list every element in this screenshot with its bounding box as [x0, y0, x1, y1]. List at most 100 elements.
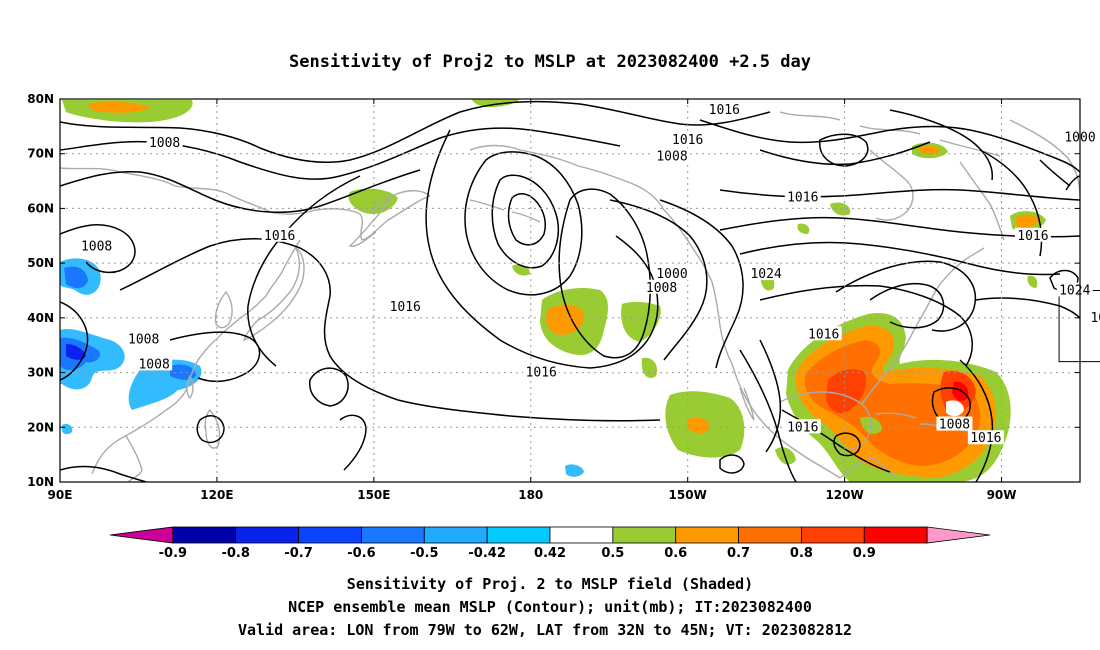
mslp-contour [719, 454, 745, 474]
colorbar-label: 0.42 [534, 546, 566, 561]
mslp-contour [739, 241, 1061, 276]
mslp-contour [959, 359, 994, 482]
colorbar-label: -0.9 [159, 546, 187, 561]
positive-sensitivity-region [546, 304, 585, 335]
japan-coastline [242, 245, 305, 342]
contour-label: 1016 [1017, 229, 1048, 244]
mslp-contours [60, 100, 1080, 482]
contour-label: 1016 [808, 327, 839, 342]
contour-label-background [136, 356, 173, 371]
positive-sensitivity-region [688, 417, 710, 434]
mslp-contour [833, 432, 861, 457]
footer-line-contour: NCEP ensemble mean MSLP (Contour); unit(… [288, 598, 812, 616]
colorbar-swatch [423, 526, 488, 544]
contour-label: 1016 [672, 133, 703, 148]
mslp-contour [759, 141, 931, 166]
mslp-contour [309, 367, 349, 407]
contour-label: 1000 [656, 267, 687, 282]
contour-label-background [523, 364, 560, 379]
positive-sensitivity-region [830, 202, 851, 216]
longitude-tick-label: 150E [357, 488, 390, 502]
colorbar-label: 0.5 [601, 546, 624, 561]
mslp-contour [558, 188, 651, 359]
mslp-contour [739, 349, 797, 482]
contour-label-background [967, 430, 1004, 445]
colorbar-swatch [486, 526, 551, 544]
baja-california [739, 387, 755, 421]
mslp-contour [759, 339, 782, 453]
contour-label: 1016 [970, 431, 1001, 446]
contour-label-background [784, 189, 821, 204]
korea-coastline [214, 290, 233, 329]
valid-area-box [1058, 290, 1100, 363]
positive-sensitivity-region [88, 101, 150, 113]
longitude-axis: 90E120E150E180150W120W90W60W [48, 99, 1017, 502]
contour-label-background [387, 298, 424, 313]
latitude-tick-label: 30N [27, 366, 54, 380]
mslp-contour [247, 175, 361, 367]
mslp-contour [464, 151, 583, 296]
colorbar-label: 0.7 [727, 546, 750, 561]
mslp-contour [819, 133, 869, 167]
contour-label: 1016 [264, 229, 295, 244]
contour-label-background [784, 419, 821, 434]
colorbar-label: -0.42 [468, 546, 505, 561]
contour-label-background [146, 134, 183, 149]
contour-label-background [1088, 309, 1100, 324]
contour-label: 1008 [939, 418, 970, 433]
colorbar-label: 0.8 [790, 546, 813, 561]
contour-label-background [1014, 227, 1051, 242]
colorbar-swatch [738, 526, 802, 544]
mslp-contour [719, 188, 1080, 201]
contour-label-background [936, 416, 973, 431]
latitude-tick-label: 10N [27, 475, 54, 489]
contour-label-background [643, 279, 680, 294]
coastlines [60, 111, 1080, 482]
positive-sensitivity-region [1016, 214, 1040, 228]
colorbar-swatch [612, 526, 677, 544]
positive-sensitivity-region [946, 400, 964, 417]
contour-label: 1016 [1090, 311, 1100, 326]
contour-label: 1008 [646, 281, 677, 296]
positive-sensitivity-region [348, 188, 398, 215]
indochina-coastline [91, 435, 143, 482]
mslp-contour [169, 331, 261, 383]
map-panel: 1008101610161008100010161008100810161016… [27, 92, 1100, 502]
philippines-coastline [204, 408, 221, 449]
mslp-contour [60, 169, 421, 213]
contour-label: 1016 [390, 300, 421, 315]
mslp-contour [781, 409, 891, 473]
footer-line-shaded: Sensitivity of Proj. 2 to MSLP field (Sh… [347, 575, 753, 593]
contour-label: 1008 [149, 136, 180, 151]
colorbar-swatch [675, 526, 739, 544]
mslp-contour [609, 199, 708, 361]
hudson-bay-coast [869, 149, 914, 221]
aleutian-islands [469, 199, 541, 223]
longitude-tick-label: 180 [518, 488, 543, 502]
contour-label-background [654, 266, 690, 281]
positive-sensitivity-region [621, 301, 661, 342]
mslp-contour [339, 414, 367, 471]
alaska-coastline [469, 144, 721, 327]
longitude-tick-label: 90E [48, 488, 73, 502]
longitude-tick-label: 150W [669, 488, 707, 502]
mslp-contour [196, 415, 225, 444]
colorbar-swatch [172, 526, 237, 544]
contour-label-background [669, 132, 706, 147]
colorbar-label: -0.8 [221, 546, 249, 561]
negative-sensitivity-region [565, 464, 584, 477]
latitude-tick-label: 20N [27, 420, 54, 434]
mslp-contour [60, 301, 89, 381]
contour-label: 1024 [1059, 284, 1090, 299]
contour-label-background [654, 148, 690, 163]
contour-label: 1008 [128, 333, 159, 348]
colorbar-swatch [549, 526, 614, 544]
mslp-contour [835, 260, 977, 332]
mslp-contour [759, 284, 973, 367]
colorbar-swatch [863, 526, 928, 544]
figure-title: Sensitivity of Proj2 to MSLP at 20230824… [289, 52, 811, 72]
colorbar-swatch [298, 526, 362, 544]
north-america-west-coast [719, 325, 841, 479]
colorbar-label: 0.6 [664, 546, 687, 561]
